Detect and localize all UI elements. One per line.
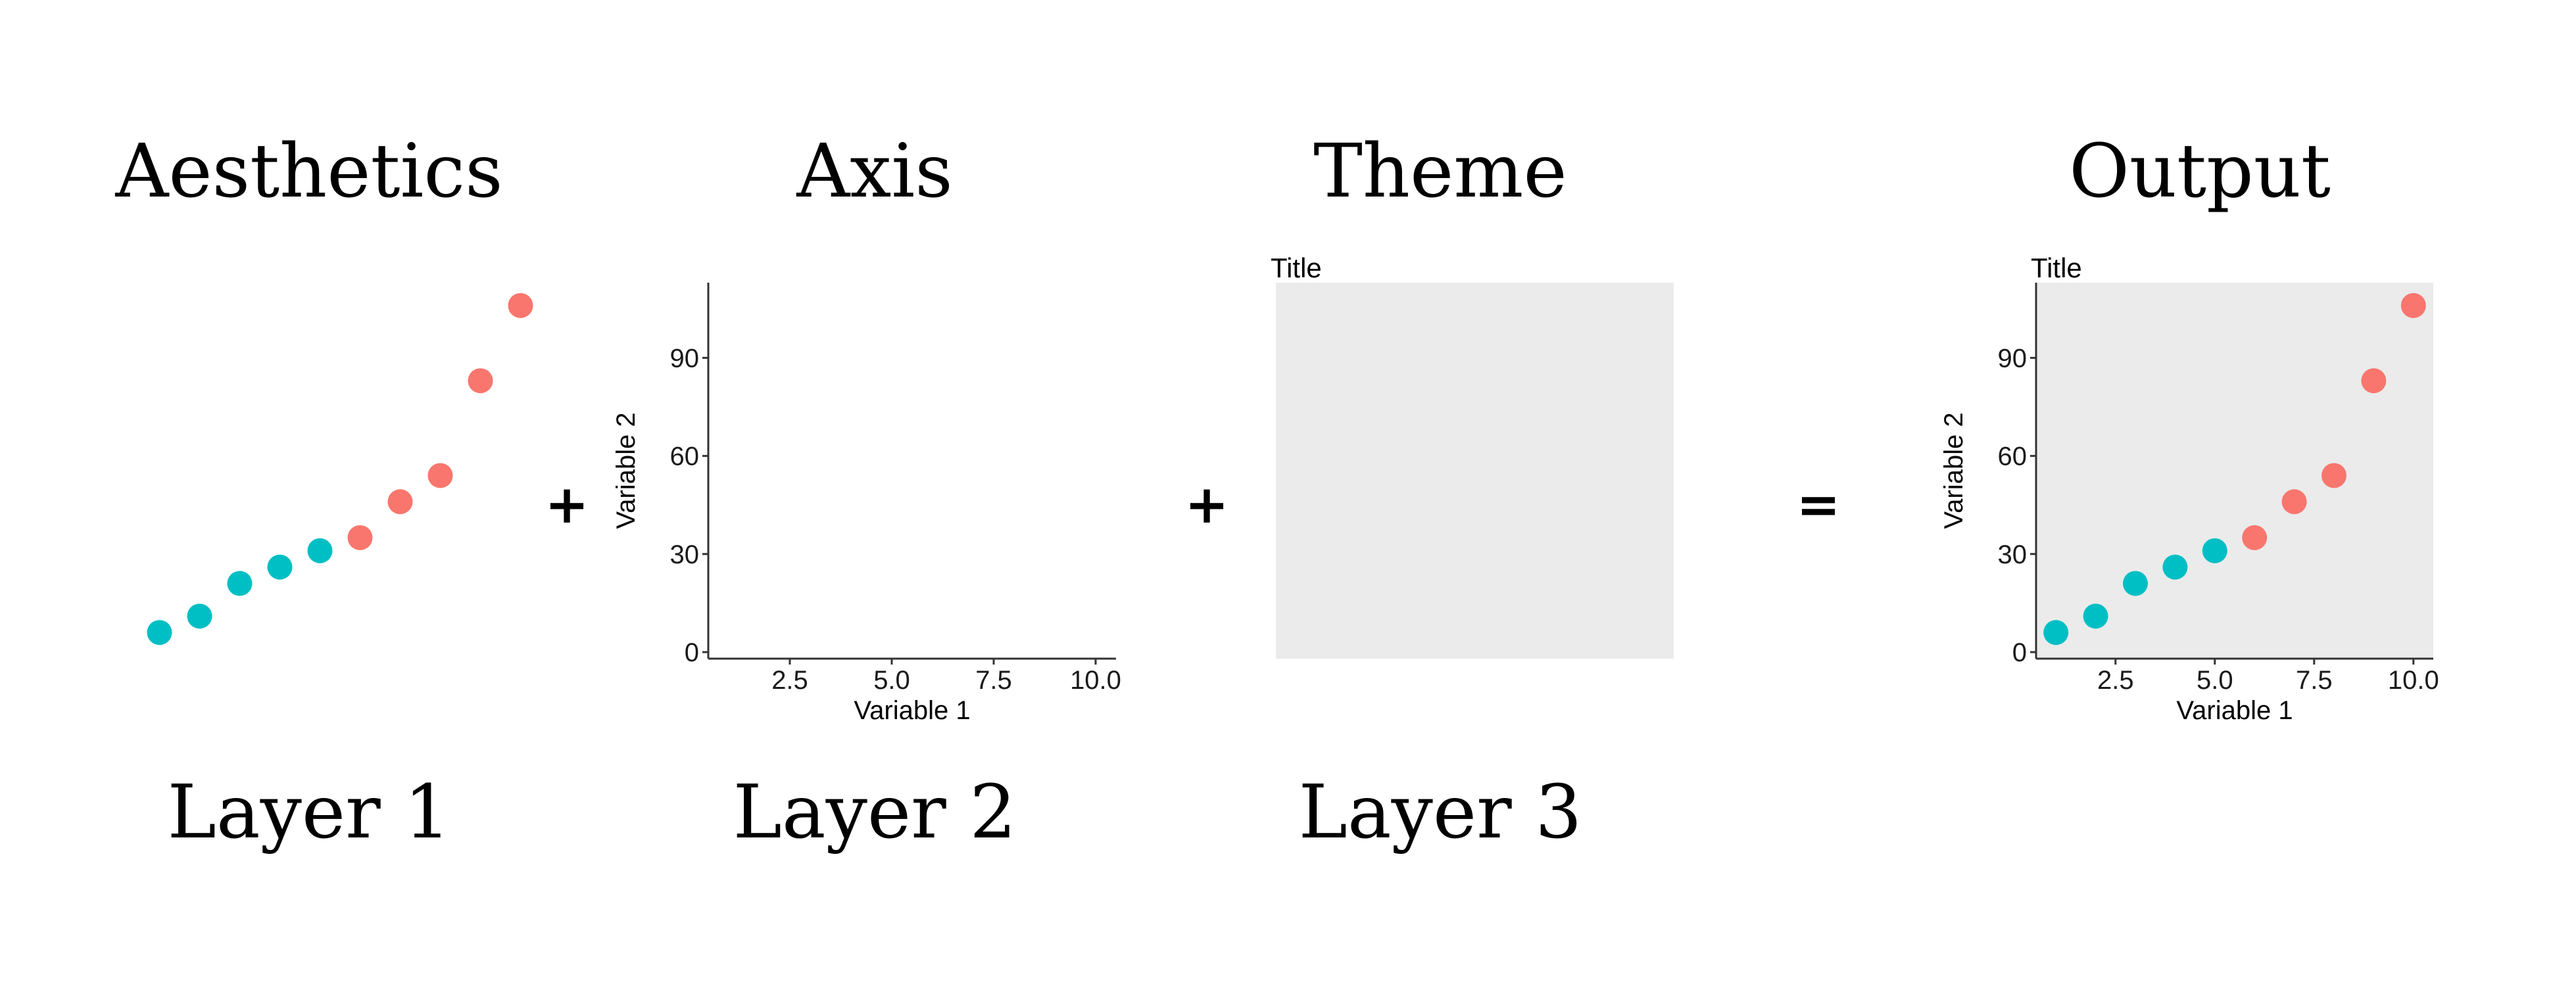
plot-title: Title <box>1271 252 1322 283</box>
x-tick-label: 7.5 <box>975 666 1012 695</box>
y-tick-label: 0 <box>2012 638 2027 667</box>
x-tick-label: 10.0 <box>1070 666 1121 695</box>
data-point-8 <box>2321 463 2346 488</box>
label-layer-3: Layer 3 <box>1298 770 1582 855</box>
axis-layer: 0 30 60 90 2.5 5.0 7.5 10.0 Variable 1 Variable 2 <box>612 283 1121 725</box>
x-tick-label: 2.5 <box>771 666 808 695</box>
y-tick-label: 90 <box>670 344 700 373</box>
data-point-3 <box>227 571 253 596</box>
data-point-4 <box>267 554 293 580</box>
heading-axis: Axis <box>796 129 953 214</box>
data-point-5 <box>307 538 333 563</box>
data-point-3 <box>2123 571 2148 596</box>
aesthetics-layer <box>147 293 533 646</box>
y-tick-label: 90 <box>1998 344 2028 373</box>
plot-title: Title <box>2031 252 2082 283</box>
data-point-9 <box>2361 368 2387 394</box>
data-point-4 <box>2162 554 2188 580</box>
heading-aesthetics: Aesthetics <box>115 129 503 214</box>
y-tick-label: 60 <box>670 442 700 471</box>
y-tick-label: 0 <box>685 638 699 667</box>
plus-operator-2: + <box>1184 474 1229 535</box>
data-point-7 <box>387 489 413 515</box>
data-point-6 <box>2242 525 2268 550</box>
data-point-6 <box>347 525 373 550</box>
x-tick-label: 5.0 <box>873 666 910 695</box>
y-tick-label: 30 <box>1998 540 2028 569</box>
output-plot: Title 0 30 60 90 2.5 5.0 7.5 10.0 Variable 1 Varia… <box>1939 252 2439 725</box>
equals-operator: = <box>1796 474 1841 535</box>
data-point-2 <box>2083 603 2108 629</box>
data-point-7 <box>2281 489 2307 515</box>
label-layer-2: Layer 2 <box>733 770 1017 855</box>
data-point-1 <box>2043 620 2069 646</box>
theme-layer: Title <box>1271 252 1674 659</box>
heading-theme: Theme <box>1313 129 1567 214</box>
heading-output: Output <box>2069 129 2331 214</box>
y-tick-label: 60 <box>1998 442 2028 471</box>
x-axis-title: Variable 1 <box>2176 696 2293 725</box>
x-tick-label: 7.5 <box>2296 666 2333 695</box>
data-point-10 <box>508 293 533 318</box>
plus-operator-1: + <box>545 474 589 535</box>
x-tick-label: 10.0 <box>2388 666 2439 695</box>
data-point-8 <box>427 463 453 488</box>
plot-panel-background <box>1276 283 1674 659</box>
y-axis-title: Variable 2 <box>1939 412 1968 528</box>
y-axis-title: Variable 2 <box>612 412 641 528</box>
label-layer-1: Layer 1 <box>167 770 451 855</box>
data-point-1 <box>147 620 172 646</box>
data-point-2 <box>187 603 212 629</box>
plot-panel-background <box>2036 283 2433 659</box>
data-point-5 <box>2202 538 2227 563</box>
data-point-10 <box>2400 293 2426 318</box>
x-axis-title: Variable 1 <box>854 696 970 725</box>
data-point-9 <box>468 368 493 394</box>
y-tick-label: 30 <box>670 540 700 569</box>
x-tick-label: 2.5 <box>2097 666 2134 695</box>
x-tick-label: 5.0 <box>2197 666 2233 695</box>
